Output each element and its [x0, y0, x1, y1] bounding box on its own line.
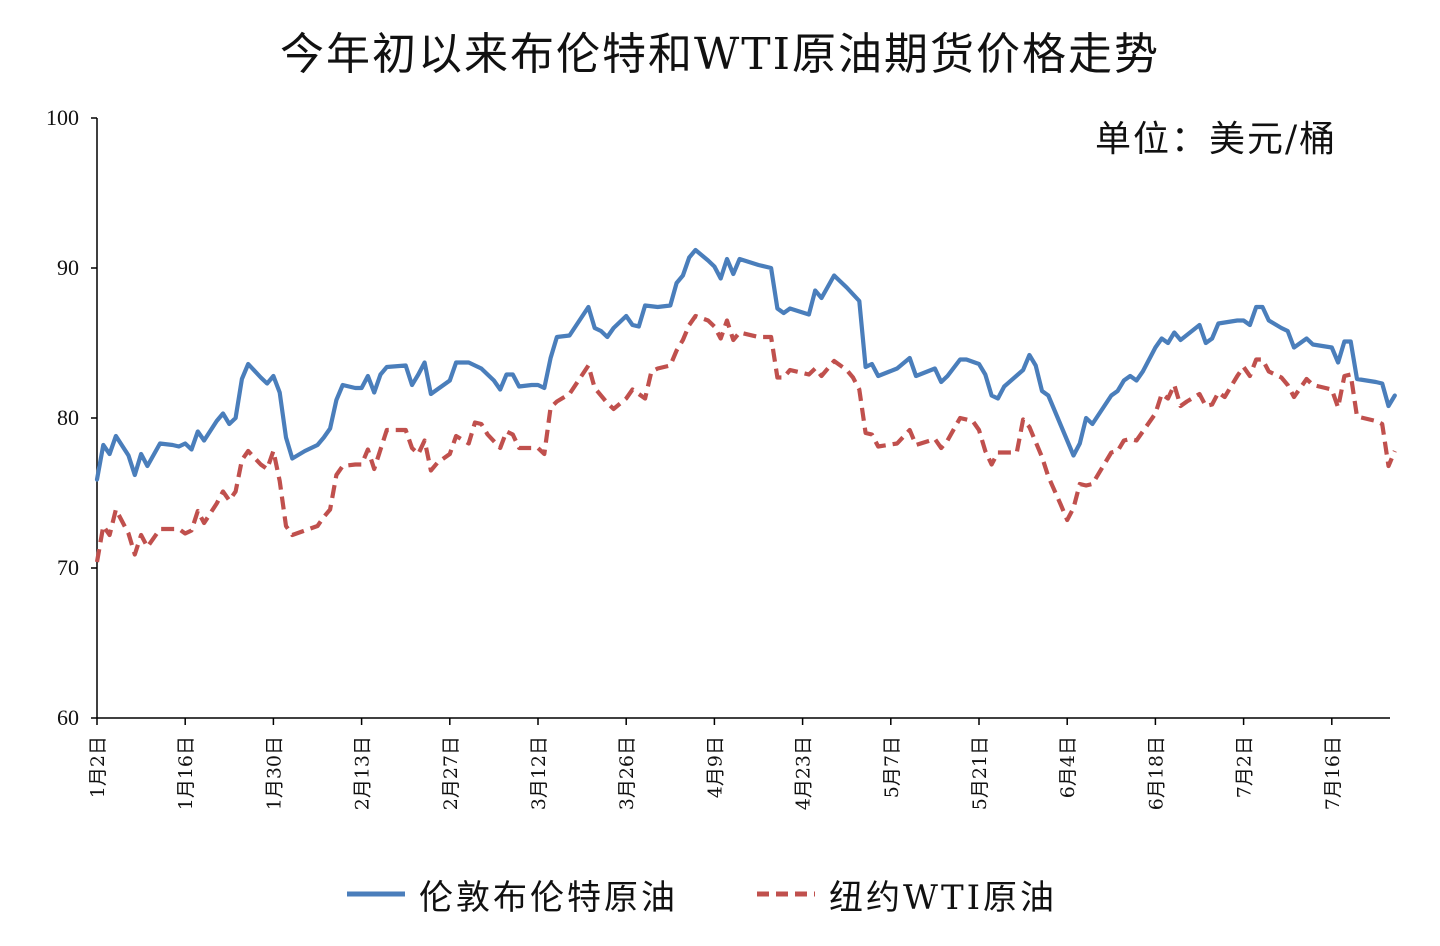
x-tick-label: 6月4日	[1057, 736, 1079, 798]
legend-swatch-wti	[757, 891, 815, 897]
legend-item-brent: 伦敦布伦特原油	[345, 866, 678, 922]
legend-label-wti: 纽约WTI原油	[829, 877, 1058, 918]
chart-title: 今年初以来布伦特和WTI原油期货价格走势	[280, 29, 1160, 80]
y-tick-label: 90	[57, 255, 79, 280]
x-tick-label: 4月9日	[704, 736, 726, 798]
x-tick-label: 5月7日	[881, 736, 903, 798]
legend-swatch-brent	[347, 891, 405, 897]
unit-label: 单位：美元/桶	[1095, 119, 1338, 160]
x-tick-label: 2月13日	[352, 736, 374, 810]
legend: 伦敦布伦特原油 纽约WTI原油	[345, 866, 1105, 922]
x-tick-label: 5月21日	[969, 736, 991, 810]
x-tick-label: 1月2日	[87, 736, 109, 798]
x-tick-label: 1月30日	[263, 736, 285, 810]
x-tick-label: 7月16日	[1322, 736, 1344, 810]
x-tick-label: 7月2日	[1234, 736, 1256, 798]
y-tick-label: 80	[57, 405, 79, 430]
legend-item-wti: 纽约WTI原油	[755, 866, 1057, 922]
x-tick-label: 2月27日	[440, 736, 462, 810]
series-layer	[94, 247, 1397, 563]
x-tick-label: 1月16日	[175, 736, 197, 810]
legend-label-brent: 伦敦布伦特原油	[419, 877, 678, 918]
y-tick-label: 100	[46, 105, 79, 130]
x-tick-label: 4月23日	[793, 736, 815, 810]
x-tick-label: 3月26日	[616, 736, 638, 810]
x-tick-label: 3月12日	[528, 736, 550, 810]
axes: 60 70 80 90 100 1月2日 1月16日 1月30日 2月13日 2月27日 3月12日…	[46, 105, 1390, 810]
x-tick-label: 6月18日	[1145, 736, 1167, 810]
series-line-brent	[94, 247, 1397, 482]
y-tick-label: 60	[57, 705, 79, 730]
y-tick-label: 70	[57, 555, 79, 580]
series-line-wti	[94, 313, 1397, 563]
